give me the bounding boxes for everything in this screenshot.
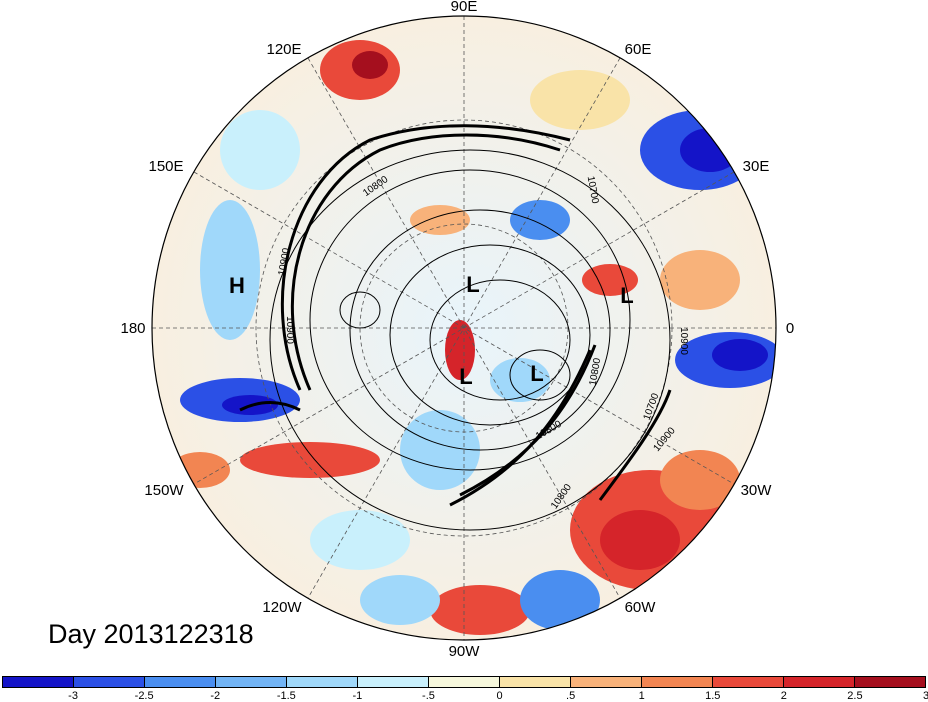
colorbar-tick-label: -1.5 [276,690,296,702]
colorbar-tick-label: -.5 [422,690,435,702]
high-pressure-center: H [229,273,245,298]
lon-label-180: 180 [120,320,146,337]
colorbar-tick-label: 2.5 [847,690,863,702]
colorbar-swatch [216,677,287,687]
colorbar-tick-label: 1.5 [705,690,721,702]
map-boundary [151,15,777,641]
lon-label-150e: 150E [148,158,184,175]
colorbar-tick-label: .5 [566,690,576,702]
lon-label-90w: 90W [448,643,480,660]
colorbar-swatch [74,677,145,687]
lon-label-60e: 60E [624,41,652,58]
colorbar-swatch [784,677,855,687]
graticule [152,16,776,640]
day-label: Day 2013122318 [48,619,254,649]
colorbar-swatch [855,677,925,687]
lon-label-90e: 90E [450,0,478,15]
low-pressure-center: L [620,283,634,308]
colorbar-swatch [3,677,74,687]
colorbar-tick-label: 3 [922,690,928,702]
colorbar-tick-label: 0 [496,690,503,702]
lon-label-150w: 150W [144,482,184,499]
jet-streaks [239,124,672,507]
colorbar-tick-label: 1 [638,690,645,702]
lon-label-120w: 120W [262,599,302,616]
lon-label-120e: 120E [266,41,302,58]
colorbar-tick-label: 2 [780,690,787,702]
colorbar-swatch [429,677,500,687]
lon-label-30e: 30E [742,158,770,175]
colorbar-tick-label: -2.5 [134,690,154,702]
contour-label: 10900 [284,316,295,344]
lon-label-0: 0 [785,320,795,337]
colorbar-tick-label: -3 [68,690,78,702]
colorbar-swatch [642,677,713,687]
low-pressure-center: L [466,272,480,297]
colorbar-swatch [713,677,784,687]
polar-map [151,15,777,641]
colorbar [2,676,926,688]
colorbar-tick-label: -1 [352,690,363,702]
low-pressure-center: L [530,361,544,386]
colorbar-swatch [571,677,642,687]
colorbar-swatch [145,677,216,687]
colorbar-tick-label: -2 [210,690,221,702]
height-contours [269,149,671,531]
colorbar-swatch [287,677,358,687]
colorbar-swatch [500,677,571,687]
contour-label: 10900 [678,327,689,355]
lon-label-30w: 30W [740,482,772,499]
low-pressure-center: L [459,364,473,389]
lon-label-60w: 60W [624,599,656,616]
colorbar-swatch [358,677,429,687]
